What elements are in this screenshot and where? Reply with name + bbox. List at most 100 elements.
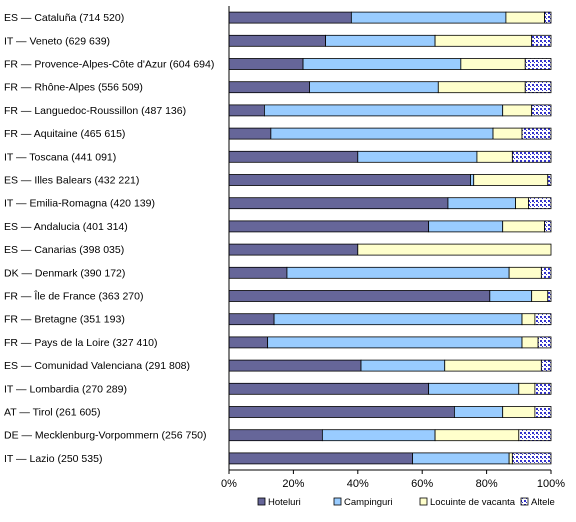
bar-segment-locuinte-de-vacanta: [437, 81, 526, 94]
bar-segment-altele: [544, 11, 552, 24]
bar-segment-campinguri: [470, 174, 475, 186]
bar-segment-campinguri: [489, 290, 533, 302]
category-label: ES — Comunidad Valenciana (291 808): [4, 360, 190, 372]
plot-area: [228, 11, 552, 465]
bar-segment-altele: [524, 81, 552, 94]
bar-segment-locuinte-de-vacanta: [508, 452, 513, 465]
bar-segment-altele: [531, 104, 552, 117]
bar-segment-locuinte-de-vacanta: [502, 406, 536, 418]
bar-segment-hoteluri: [228, 81, 310, 94]
category-label: FR — Rhône-Alpes (556 509): [4, 82, 143, 94]
bar-segment-altele: [534, 406, 552, 418]
bar-segment-locuinte-de-vacanta: [357, 243, 552, 256]
bar-segment-hoteluri: [228, 34, 326, 47]
bar-segment-locuinte-de-vacanta: [518, 382, 536, 395]
x-tick-label: 80%: [476, 478, 498, 490]
bar-segment-locuinte-de-vacanta: [492, 127, 523, 140]
bar-segment-altele: [547, 290, 552, 302]
legend-swatch: [419, 497, 428, 506]
bar-segment-hoteluri: [228, 382, 430, 395]
bar-segment-altele: [528, 197, 552, 210]
x-axis: 0% 20% 40% 60% 80% 100%: [221, 6, 565, 490]
category-label: IT — Lazio (250 535): [4, 453, 102, 465]
category-label: ES — Illes Balears (432 221): [4, 175, 139, 187]
bar-segment-campinguri: [357, 150, 478, 163]
bar-segment-hoteluri: [228, 127, 272, 140]
bar-segment-altele: [511, 452, 552, 465]
bar-segment-campinguri: [270, 127, 494, 140]
bar-segment-altele: [534, 382, 552, 395]
x-tick-label: 40%: [347, 478, 369, 490]
bar-segment-hoteluri: [228, 266, 288, 279]
bar-segment-locuinte-de-vacanta: [460, 58, 526, 70]
bar-segment-campinguri: [453, 406, 504, 418]
bar-segment-hoteluri: [228, 313, 275, 326]
bar-segment-campinguri: [428, 382, 520, 395]
category-label: FR — Provence-Alpes-Côte d'Azur (604 694…: [4, 59, 214, 71]
bar-segment-locuinte-de-vacanta: [434, 429, 520, 442]
bar-segment-hoteluri: [228, 104, 265, 117]
bar-segment-hoteluri: [228, 174, 471, 186]
category-label: AT — Tirol (261 605): [4, 407, 100, 419]
bar-segment-altele: [524, 58, 552, 70]
legend-swatch: [520, 497, 529, 506]
bar-segment-altele: [544, 220, 552, 233]
bar-segment-hoteluri: [228, 429, 323, 442]
bar-segment-altele: [540, 359, 552, 372]
category-label: IT — Toscana (441 091): [4, 151, 116, 163]
category-label: FR — Île de France (363 270): [4, 290, 143, 303]
bar-segment-hoteluri: [228, 452, 413, 465]
bar-segment-locuinte-de-vacanta: [476, 150, 513, 163]
legend-label: Altele: [531, 497, 555, 508]
bar-segment-campinguri: [302, 58, 462, 70]
legend: Hoteluri Campinguri Locuinte de vacanta Alt…: [257, 497, 555, 508]
bar-segment-hoteluri: [228, 197, 449, 210]
bar-segment-locuinte-de-vacanta: [502, 104, 533, 117]
bar-segment-locuinte-de-vacanta: [473, 174, 549, 186]
bar-segment-hoteluri: [228, 220, 430, 233]
bar-segment-locuinte-de-vacanta: [521, 336, 539, 349]
bar-segment-locuinte-de-vacanta: [434, 34, 533, 47]
bar-segment-campinguri: [325, 34, 436, 47]
category-label: FR — Pays de la Loire (327 410): [4, 337, 158, 349]
bar-segment-altele: [547, 174, 552, 186]
category-label: DK — Denmark (390 172): [4, 267, 125, 279]
bar-segment-altele: [537, 336, 552, 349]
category-label: IT — Veneto (629 639): [4, 35, 110, 47]
bar-segment-locuinte-de-vacanta: [531, 290, 549, 302]
x-tick-label: 100%: [537, 478, 565, 490]
x-tick-label: 20%: [282, 478, 304, 490]
bar-segment-campinguri: [273, 313, 523, 326]
bar-segment-altele: [534, 313, 552, 326]
bar-segment-campinguri: [321, 429, 436, 442]
bar-segment-locuinte-de-vacanta: [444, 359, 542, 372]
legend-swatch: [257, 497, 266, 506]
legend-label: Locuinte de vacanta: [430, 497, 516, 508]
bar-segment-hoteluri: [228, 11, 352, 24]
bar-segment-locuinte-de-vacanta: [521, 313, 536, 326]
bar-segment-campinguri: [412, 452, 510, 465]
bar-segment-campinguri: [428, 220, 504, 233]
bar-segment-altele: [518, 429, 552, 442]
bar-segment-locuinte-de-vacanta: [508, 266, 542, 279]
category-label: IT — Lombardia (270 289): [4, 383, 127, 395]
x-tick-label: 60%: [411, 478, 433, 490]
bar-segment-hoteluri: [228, 150, 359, 163]
bar-segment-campinguri: [360, 359, 446, 372]
bar-segment-hoteluri: [228, 58, 304, 70]
category-label: FR — Aquitaine (465 615): [4, 128, 125, 140]
legend-swatch: [333, 497, 342, 506]
bar-segment-campinguri: [447, 197, 516, 210]
legend-label: Hoteluri: [268, 497, 301, 508]
bar-segment-locuinte-de-vacanta: [515, 197, 529, 210]
bar-segment-hoteluri: [228, 406, 455, 418]
x-tick-label: 0%: [221, 478, 237, 490]
bar-segment-altele: [531, 34, 552, 47]
category-label: FR — Bretagne (351 193): [4, 314, 125, 326]
bar-segment-hoteluri: [228, 336, 269, 349]
bar-segment-altele: [511, 150, 552, 163]
bar-segment-campinguri: [286, 266, 510, 279]
bar-segment-hoteluri: [228, 290, 491, 302]
category-labels: ES — Cataluña (714 520) IT — Veneto (629 …: [4, 12, 214, 465]
